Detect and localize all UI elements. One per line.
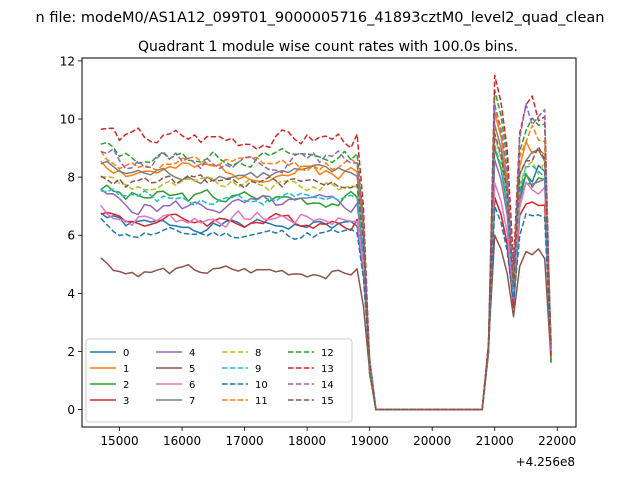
x-tick-label: 22000 bbox=[538, 434, 576, 448]
x-tick-label: 15000 bbox=[100, 434, 138, 448]
y-tick-label: 12 bbox=[60, 54, 75, 68]
y-tick-label: 4 bbox=[67, 287, 75, 301]
legend-label-5: 5 bbox=[189, 364, 195, 375]
legend-label-6: 6 bbox=[189, 380, 195, 391]
y-tick-label: 2 bbox=[67, 345, 75, 359]
series-line-15 bbox=[100, 132, 552, 411]
x-axis-offset-label: +4.256e8 bbox=[516, 455, 575, 469]
legend-label-1: 1 bbox=[123, 364, 129, 375]
y-tick-label: 10 bbox=[60, 113, 75, 127]
legend-frame bbox=[85, 338, 353, 423]
x-tick-label: 19000 bbox=[351, 434, 389, 448]
legend-label-10: 10 bbox=[255, 380, 268, 391]
legend-label-11: 11 bbox=[255, 396, 268, 407]
legend-label-8: 8 bbox=[255, 348, 261, 359]
series-line-9 bbox=[100, 144, 552, 411]
figure-suptitle: n file: modeM0/AS1A12_099T01_9000005716_… bbox=[36, 10, 605, 26]
series-line-12 bbox=[100, 89, 552, 411]
legend-label-0: 0 bbox=[123, 348, 129, 359]
x-axis-ticks: 15000 16000 17000 18000 19000 20000 21000 22000 bbox=[100, 427, 576, 448]
legend-label-4: 4 bbox=[189, 348, 195, 359]
x-tick-label: 21000 bbox=[476, 434, 514, 448]
legend-label-2: 2 bbox=[123, 380, 129, 391]
y-tick-label: 6 bbox=[67, 229, 75, 243]
series-line-11 bbox=[100, 109, 552, 411]
axes-frame bbox=[81, 57, 577, 428]
plot-area bbox=[81, 57, 577, 428]
legend-label-14: 14 bbox=[321, 380, 334, 391]
y-tick-label: 8 bbox=[67, 171, 75, 185]
legend-label-7: 7 bbox=[189, 396, 195, 407]
x-tick-label: 16000 bbox=[163, 434, 201, 448]
legend-label-15: 15 bbox=[321, 396, 334, 407]
chart-title: Quadrant 1 module wise count rates with … bbox=[138, 39, 518, 55]
x-tick-label: 18000 bbox=[288, 434, 326, 448]
legend-label-13: 13 bbox=[321, 364, 334, 375]
series-layer bbox=[100, 74, 552, 411]
legend-label-3: 3 bbox=[123, 396, 129, 407]
legend-label-9: 9 bbox=[255, 364, 261, 375]
x-tick-label: 20000 bbox=[413, 434, 451, 448]
legend-label-12: 12 bbox=[321, 348, 334, 359]
x-tick-label: 17000 bbox=[225, 434, 263, 448]
y-axis-ticks: 0 2 4 6 8 10 12 bbox=[60, 54, 82, 417]
y-tick-label: 0 bbox=[67, 403, 75, 417]
